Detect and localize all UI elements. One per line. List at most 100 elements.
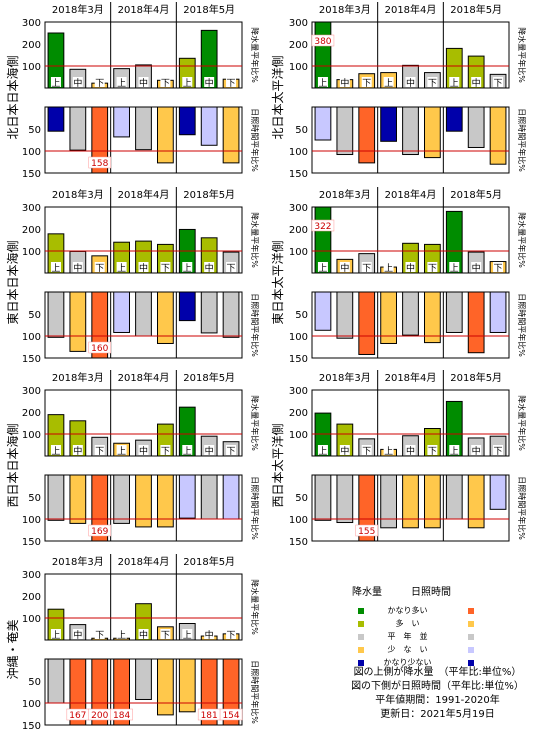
dekad-label: 中 [472,445,481,457]
upper-tick-label: 100 [22,430,41,441]
dekad-label: 上 [318,78,327,89]
month-label: 2018年5月 [450,371,502,384]
dekad-label: 上 [51,263,60,274]
value-label-bg [110,708,133,721]
dekad-label: 下 [227,264,236,274]
dekad-label-bg [493,445,504,455]
legend-row-label: 多 い [395,619,420,628]
value-label-bg [88,341,111,354]
legend-precip-swatch [358,621,364,627]
lower-tick-label: 100 [289,147,308,158]
sun-bar [157,291,174,344]
dekad-label: 下 [362,264,371,274]
note-updated: 更新日：2021年5月19日 [380,709,495,720]
sun-bar [178,474,196,519]
dekad-label-bg [138,77,149,87]
dekad-label: 下 [95,447,104,457]
dekad-label: 上 [183,78,192,89]
dekad-label: 上 [384,78,393,89]
legend-sun-swatch [468,647,474,653]
dekad-label-bg [317,77,328,87]
dekad-label-bg [493,262,504,272]
upper-axis-label: 降水量平年比% [250,395,260,451]
dekad-label-bg [449,77,460,87]
dekad-label-bg [339,445,350,455]
dekad-label: 下 [161,79,170,89]
upper-axis-label: 降水量平年比% [517,395,527,451]
dekad-label-bg [94,77,105,87]
legend-row-label: かなり少ない [383,658,432,667]
upper-axis-label: 降水量平年比% [250,579,260,635]
upper-tick-label: 200 [289,40,308,51]
dekad-label: 下 [494,447,503,457]
sun-bar [91,291,109,359]
legend-row-normal: 平 年 並 [325,631,550,644]
dekad-label-bg [50,629,61,639]
sun-bar [135,291,152,337]
dekad-label-bg [383,77,394,87]
dekad-label: 上 [117,78,126,89]
sun-bar [113,658,130,726]
sun-bar [424,106,441,159]
dekad-label-bg [160,77,171,87]
dekad-label: 下 [362,79,371,89]
dekad-label-bg [50,445,61,455]
lower-tick-label: 150 [289,169,308,180]
dekad-label: 上 [318,446,327,457]
lower-axis-label: 日照時間平年比% [517,108,527,172]
precip-bar [178,406,196,457]
sun-bar [222,474,240,520]
sun-bar [489,106,507,165]
sun-bar [467,474,485,529]
legend: 降水量 日照時間 かなり多い 多 い 平 年 並 少 な い かなり少ない [325,575,550,745]
dekad-label: 下 [95,264,104,274]
dekad-label-bg [226,77,237,87]
dekad-label-bg [427,445,438,455]
dekad-label: 下 [428,264,437,274]
dekad-label-bg [138,445,149,455]
dekad-label: 中 [340,262,349,274]
dekad-label: 下 [161,264,170,274]
sun-bar [157,106,174,164]
dekad-label-bg [471,445,482,455]
legend-row-very-high: かなり多い [325,605,550,618]
dekad-label-bg [160,262,171,272]
lower-tick-label: 100 [22,147,41,158]
value-label-bg [88,156,111,169]
legend-sun-swatch [468,621,474,627]
dekad-label: 中 [205,77,214,89]
dekad-label: 下 [95,631,104,641]
upper-tick-label: 200 [22,225,41,236]
sun-bar [424,291,441,344]
legend-precip-title: 降水量 [352,587,382,598]
dekad-label-bg [204,262,215,272]
sun-bar [69,658,87,726]
dekad-label: 上 [450,263,459,274]
legend-row-label: かなり多い [387,606,428,615]
lower-axis-label: 日照時間平年比% [250,108,260,172]
month-label: 2018年5月 [183,188,235,201]
legend-row-very-low: かなり少ない [325,657,550,670]
dekad-label-bg [317,262,328,272]
dekad-label-bg [204,77,215,87]
dekad-label: 上 [384,263,393,274]
sun-bar [314,474,332,521]
dekad-label: 下 [428,447,437,457]
sun-bar [336,474,354,524]
legend-precip-swatch [358,647,364,653]
dekad-label: 下 [227,631,236,641]
lower-tick-label: 50 [28,310,41,321]
sun-bar [222,658,240,726]
month-label: 2018年5月 [183,3,235,16]
dekad-label: 中 [139,262,148,274]
upper-tick-label: 100 [289,247,308,258]
dekad-label-bg [383,262,394,272]
lower-tick-label: 50 [295,493,308,504]
sun-bar [222,291,240,338]
sun-bar [178,291,196,322]
sun-value-label: 167 [69,711,86,721]
